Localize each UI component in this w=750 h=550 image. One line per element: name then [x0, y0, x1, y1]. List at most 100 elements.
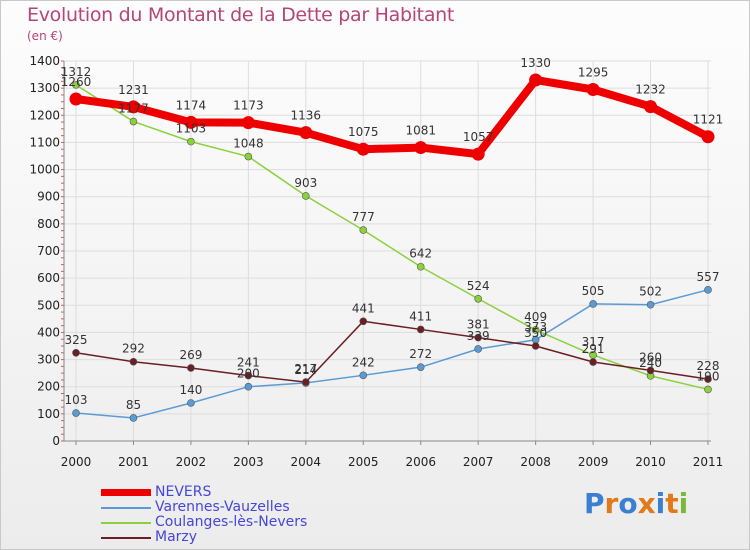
data-point: [471, 147, 485, 161]
data-labels: 1260 1231 1174 1173 1136 1075 1081 1057 1330 1295…: [61, 56, 724, 412]
legend-label: Coulanges-lès-Nevers: [155, 514, 308, 530]
data-label: 1121: [693, 113, 724, 127]
data-label: 441: [352, 301, 375, 315]
legend-label: Varennes-Vauzelles: [155, 499, 290, 515]
data-label: 1057: [463, 130, 494, 144]
x-tick-label: 2001: [118, 455, 149, 469]
data-point: [184, 115, 198, 129]
y-tick-label: 400: [37, 325, 60, 339]
data-label: 1312: [61, 65, 92, 79]
data-label: 317: [582, 335, 605, 349]
data-point: [302, 378, 310, 386]
legend-swatch-nevers: [101, 489, 151, 496]
data-point: [531, 342, 540, 350]
data-point: [187, 364, 195, 372]
grid: [64, 60, 711, 442]
series-line: [75, 320, 709, 383]
data-point: [531, 326, 540, 334]
data-point: [299, 126, 313, 140]
data-label: 1136: [291, 109, 322, 123]
data-label: 524: [467, 279, 490, 293]
data-label: 502: [639, 285, 662, 299]
data-point: [704, 286, 712, 294]
y-tick-label: 1000: [29, 163, 60, 177]
legend-swatch-varennes: [101, 506, 151, 509]
data-point: [589, 300, 597, 308]
legend-swatch-coulanges: [101, 521, 151, 524]
series-nevers: [69, 73, 715, 161]
data-point: [646, 366, 655, 375]
y-tick-label: 200: [37, 380, 60, 394]
series-coulanges-l-s-nevers: [72, 81, 712, 394]
y-tick-label: 700: [37, 244, 60, 258]
x-tick-label: 2006: [405, 455, 436, 469]
data-point: [414, 141, 428, 155]
legend-item-coulanges-les-nevers: Coulanges-lès-Nevers: [101, 515, 307, 530]
data-point: [589, 358, 597, 366]
data-point: [72, 348, 80, 357]
data-label: 409: [524, 310, 547, 324]
x-tick-label: 2003: [233, 455, 264, 469]
data-label: 241: [237, 356, 260, 370]
data-label: 1048: [233, 137, 264, 151]
y-tick-label: 1300: [29, 81, 60, 95]
data-label: 292: [122, 342, 145, 356]
data-label: 505: [582, 284, 605, 298]
data-label: 642: [409, 247, 432, 261]
legend-item-varennes-vauzelles: Varennes-Vauzelles: [101, 500, 307, 515]
data-point: [704, 375, 712, 383]
data-point: [241, 116, 255, 130]
series-line: [75, 84, 709, 391]
x-tick-label: 2005: [348, 455, 379, 469]
data-label: 373: [524, 320, 547, 334]
data-label: 1174: [176, 98, 207, 112]
data-label: 1081: [405, 124, 436, 138]
y-tick-label: 0: [52, 434, 60, 448]
y-tick-label: 1200: [29, 108, 60, 122]
axes: 0 100 200 300 400 500 600 700 800 900 1000 1100 1200…: [29, 54, 723, 469]
legend-label: NEVERS: [155, 484, 212, 500]
series-varennes-vauzelles: [72, 286, 712, 422]
data-label: 190: [697, 369, 720, 383]
data-point: [416, 325, 425, 334]
data-label: 240: [639, 356, 662, 370]
data-point: [129, 357, 138, 366]
y-tick-label: 300: [37, 353, 60, 367]
data-label: 777: [352, 210, 375, 224]
legend: NEVERS Varennes-Vauzelles Coulanges-lès-…: [101, 485, 307, 545]
data-label: 1330: [520, 56, 551, 70]
y-tick-label: 1400: [29, 54, 60, 68]
data-label: 350: [524, 326, 547, 340]
data-label: 1075: [348, 125, 379, 139]
data-point: [474, 345, 482, 353]
data-label: 242: [352, 355, 375, 369]
logo-letter: x: [637, 487, 656, 520]
data-point: [129, 117, 138, 126]
data-label: 1103: [176, 122, 207, 136]
data-label: 557: [697, 270, 720, 284]
data-point: [302, 192, 310, 200]
x-tick-label: 2000: [61, 455, 92, 469]
data-point: [187, 399, 195, 407]
data-label: 291: [582, 342, 605, 356]
y-tick-label: 900: [37, 190, 60, 204]
chart-unit: (en €): [27, 29, 63, 43]
data-point: [359, 317, 368, 326]
legend-label: Marzy: [155, 529, 198, 545]
data-label: 140: [179, 383, 202, 397]
data-point: [244, 152, 253, 161]
logo-letter: t: [665, 487, 679, 520]
data-point: [359, 226, 368, 234]
data-label: 1173: [233, 99, 264, 113]
data-point: [126, 100, 140, 114]
data-point: [474, 333, 482, 342]
data-label: 903: [294, 176, 317, 190]
data-point: [644, 100, 658, 114]
data-label: 200: [237, 367, 260, 381]
series-line: [72, 76, 712, 159]
data-point: [359, 371, 368, 380]
data-label: 217: [294, 362, 317, 376]
data-point: [586, 83, 600, 96]
